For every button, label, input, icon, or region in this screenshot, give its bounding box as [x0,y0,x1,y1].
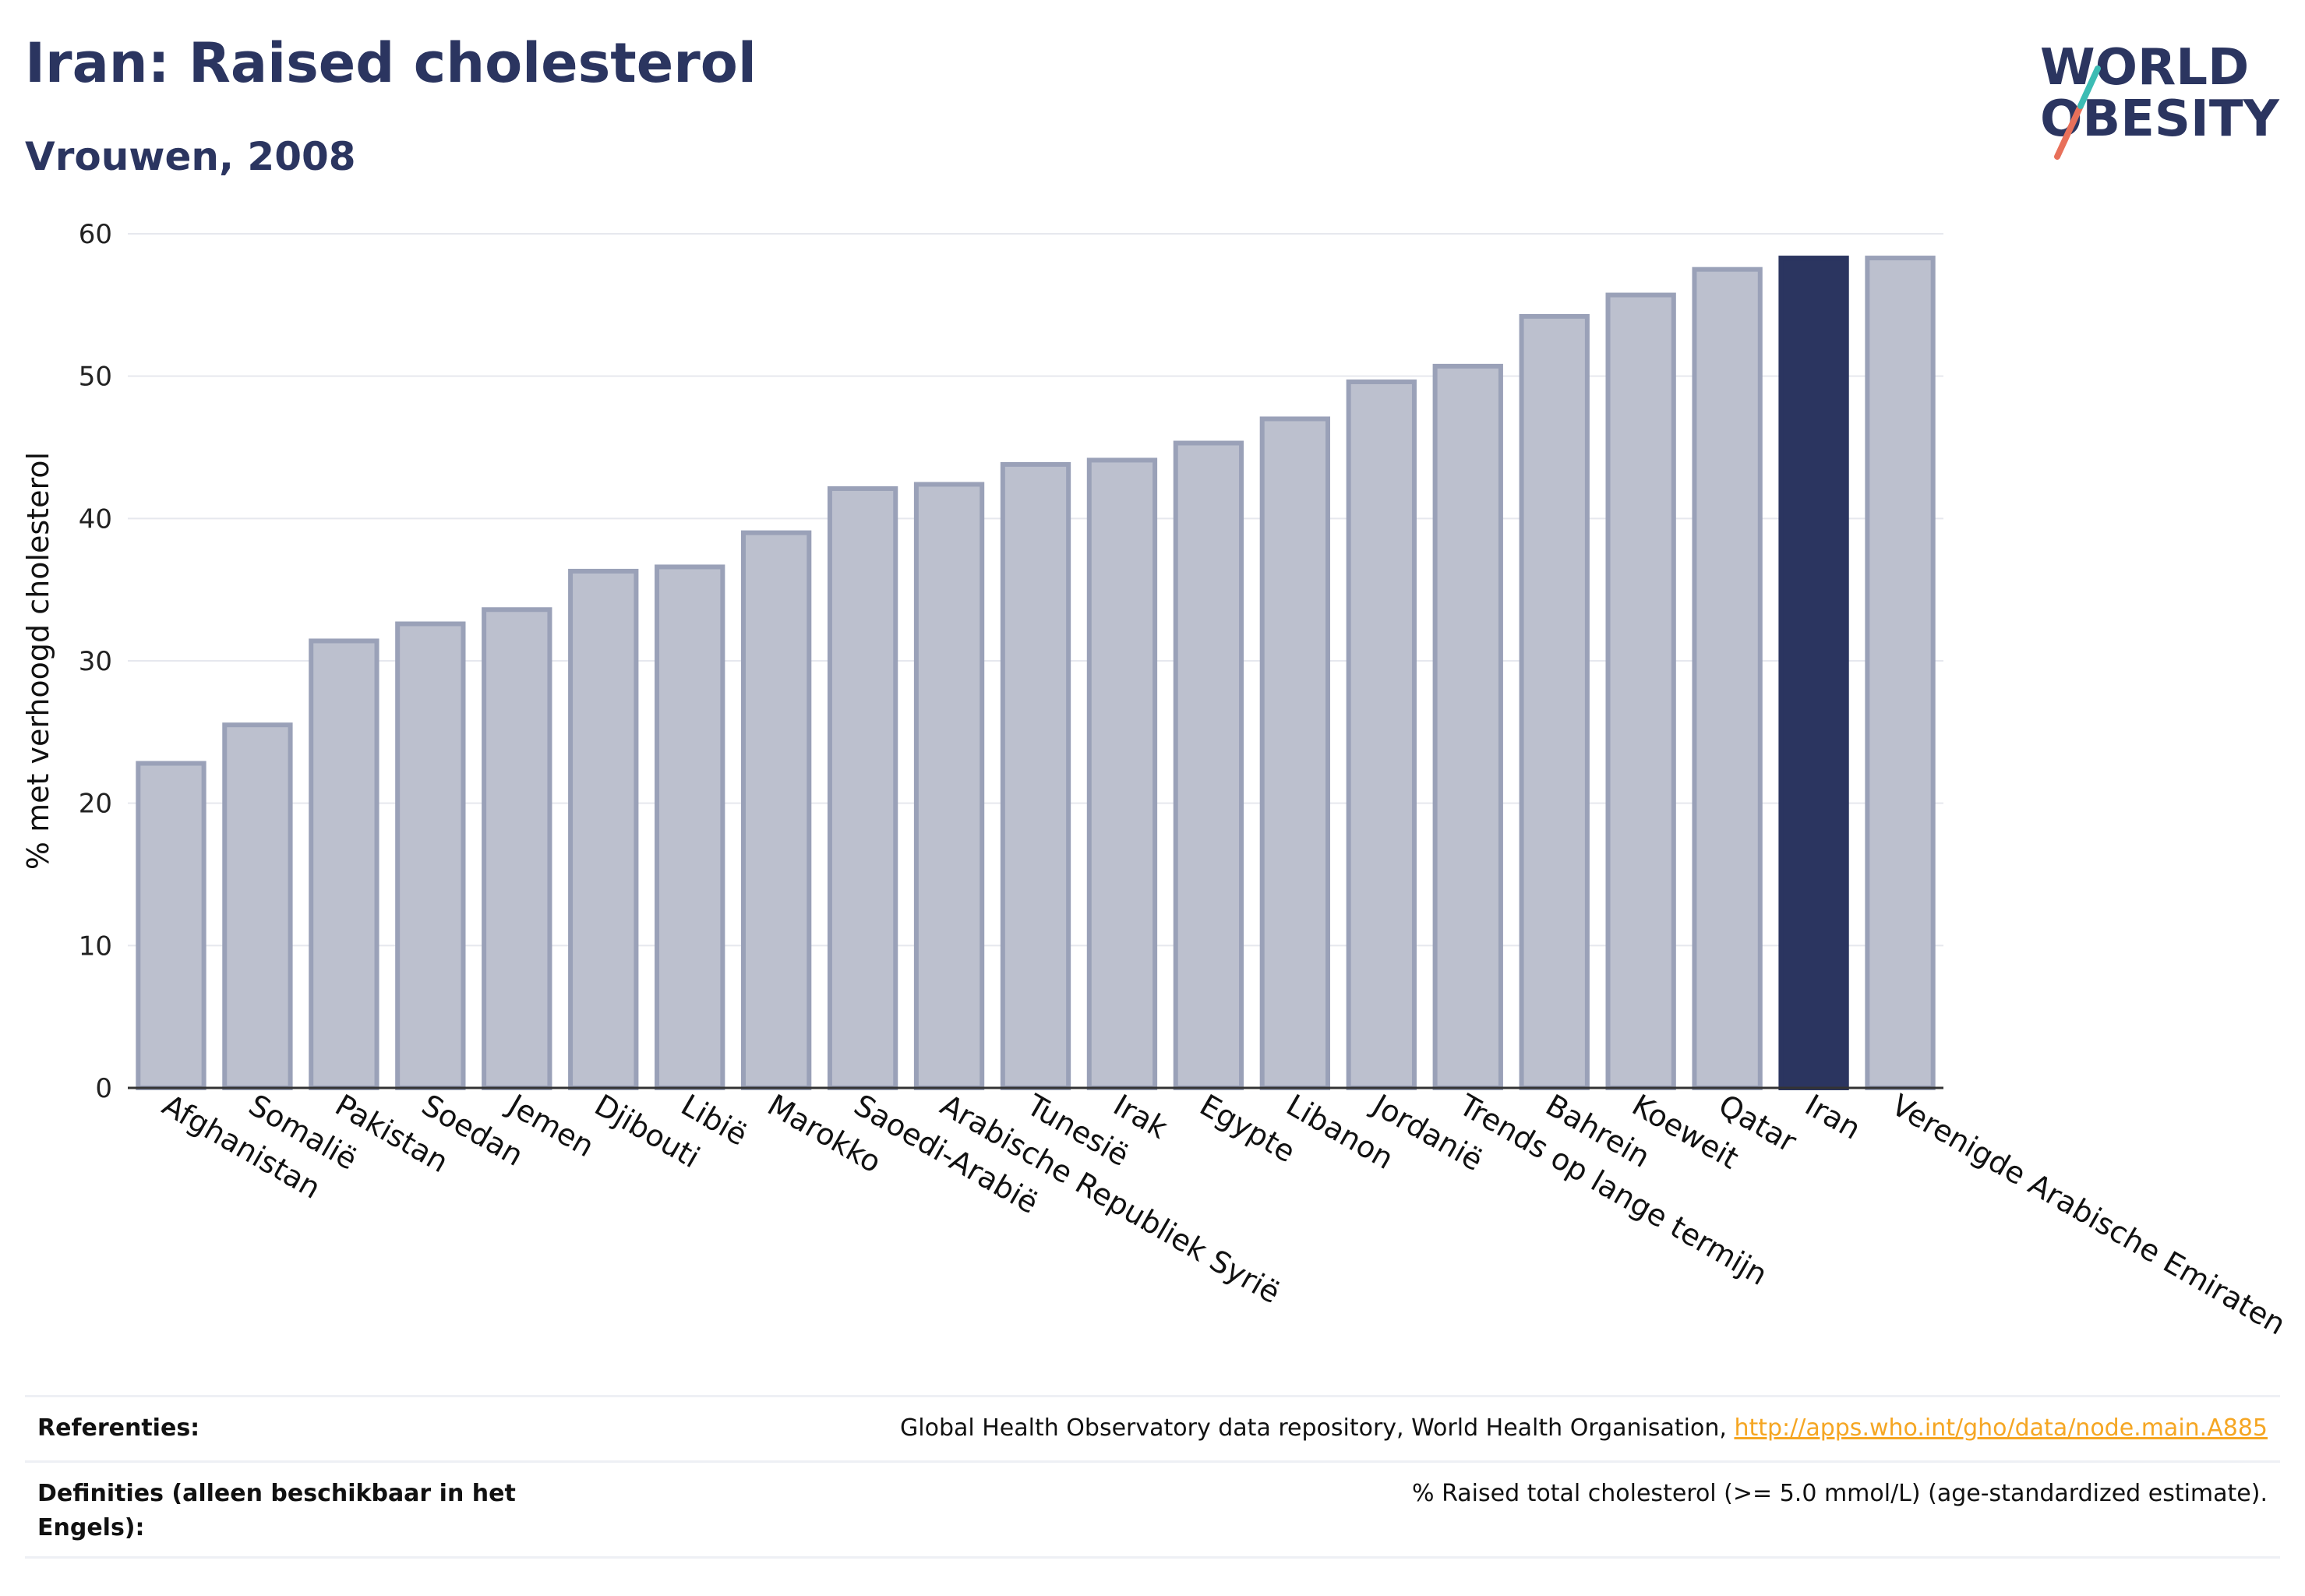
references-text: Global Health Observatory data repositor… [900,1414,1735,1442]
y-tick-label: 20 [79,789,112,820]
references-label: Referenties: [37,1414,200,1442]
bar-irak [1086,457,1158,1090]
bar-djibouti [568,568,639,1090]
y-tick-label: 0 [95,1073,112,1104]
bar-egypte [1173,440,1244,1090]
bar-libi- [655,564,725,1090]
y-axis-ticks: 0 10 20 30 40 50 60 [79,219,112,1104]
references-link[interactable]: http://apps.who.int/gho/data/node.main.A… [1734,1414,2268,1442]
bar-afghanistan [136,761,206,1091]
bar-saoedi-arabi- [827,486,898,1090]
bar-jemen [482,607,552,1090]
definitions-value: % Raised total cholesterol (>= 5.0 mmol/… [1412,1480,2268,1507]
logo-slash-teal [2077,65,2101,109]
bar-somali- [222,722,293,1090]
logo-slash-coral [2054,103,2084,160]
bar-marokko [740,530,812,1090]
bar-chart: 0 10 20 30 40 50 60 AfghanistanSomaliëPakistan… [21,219,2292,1342]
bar-koeweit [1605,292,1676,1090]
bar-soedan [395,621,466,1090]
y-tick-label: 50 [79,362,112,393]
definitions-row: Definities (alleen beschikbaar in het En… [25,1460,2280,1559]
x-tick-label: Verenigde Arabische Emiraten [1886,1088,2291,1342]
bar-qatar [1692,267,1763,1091]
bar-jordani- [1346,379,1417,1090]
chart-subtitle: Vrouwen, 2008 [25,134,356,179]
bar-bahrein [1519,313,1590,1090]
logo-line1: WORLD [2040,39,2249,97]
y-axis-title: % met verhoogd cholesterol [21,452,55,870]
world-obesity-logo: WORLD OBESITY [2026,20,2305,176]
x-axis-labels: AfghanistanSomaliëPakistanSoedanJemenDji… [157,1087,2292,1342]
y-tick-label: 30 [79,646,112,677]
y-tick-label: 40 [79,503,112,535]
definitions-label: Definities (alleen beschikbaar in het En… [37,1480,516,1541]
references-value: Global Health Observatory data repositor… [900,1411,2268,1446]
bar-libanon [1259,416,1331,1090]
bar-tunesi- [1000,461,1071,1090]
bar-pakistan [309,638,379,1090]
bar-iran [1778,256,1849,1090]
bar-verenigde-arabische-emiraten [1865,256,1936,1090]
y-tick-label: 60 [79,219,112,250]
references-row: Referenties: Global Health Observatory d… [25,1395,2280,1463]
x-tick-label: Iran [1799,1088,1866,1146]
bar-arabische-republiek-syri- [913,482,985,1090]
bar-trends-op-lange-termijn [1432,363,1503,1090]
chart-title: Iran: Raised cholesterol [25,31,757,95]
bars [136,256,1936,1091]
y-tick-label: 10 [79,930,112,962]
x-tick-label: Egypte [1194,1088,1301,1170]
